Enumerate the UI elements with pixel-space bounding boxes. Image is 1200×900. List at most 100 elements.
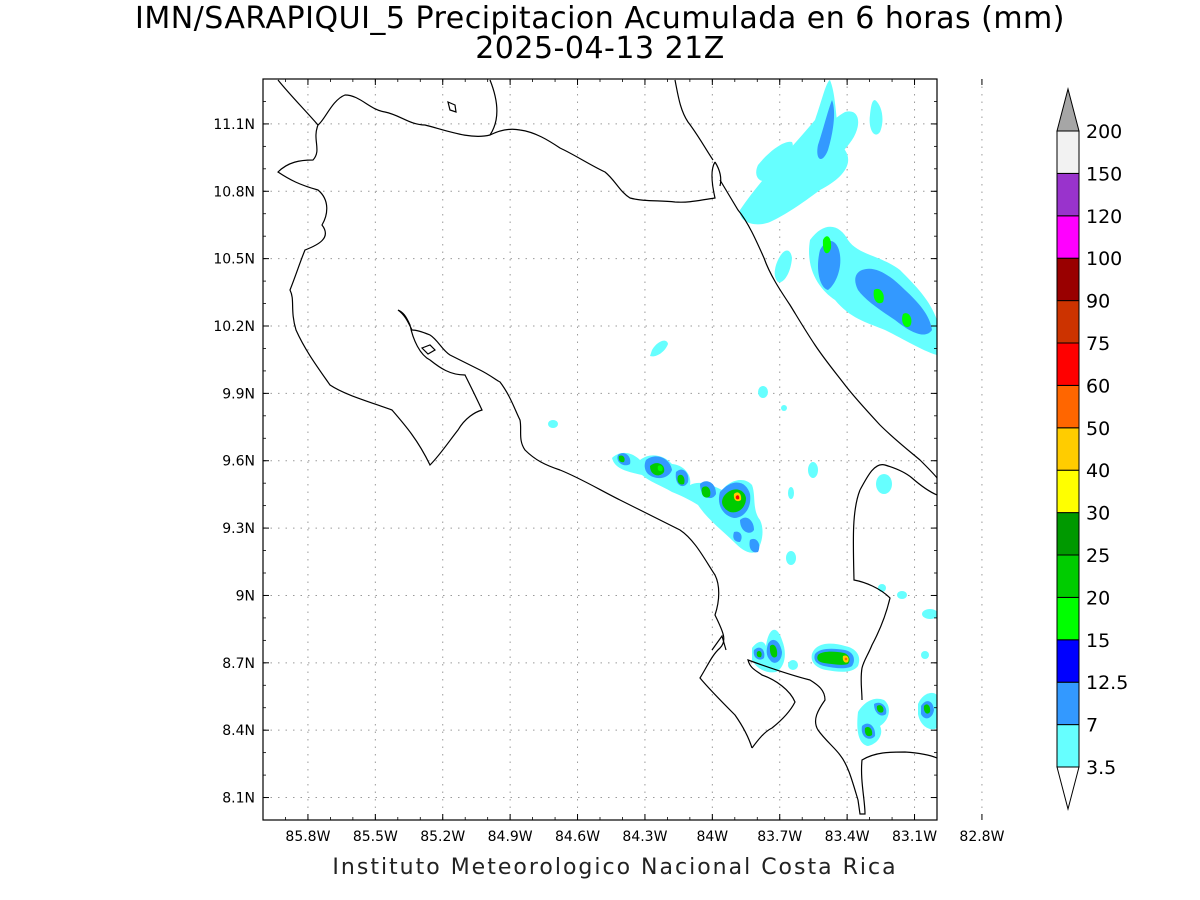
coastline — [277, 79, 937, 815]
colorbar-label: 50 — [1086, 418, 1110, 440]
colorbar-label: 100 — [1086, 248, 1122, 270]
map-title: IMN/SARAPIQUI_5 Precipitacion Acumulada … — [135, 1, 1065, 36]
lat-tick-label: 11.1N — [213, 117, 255, 133]
precip-cell — [548, 420, 558, 428]
precip-area — [817, 651, 850, 665]
precip-area — [822, 236, 832, 254]
colorbar-swatch — [1056, 130, 1080, 174]
lon-tick-label: 85.5W — [353, 829, 398, 845]
lon-tick-label: 82.8W — [959, 829, 1004, 845]
colorbar-max-arrow — [1056, 87, 1080, 132]
colorbar-swatch — [1056, 257, 1080, 302]
lat-tick-label: 10.2N — [213, 319, 255, 335]
precip-area — [735, 495, 740, 500]
precip-area — [864, 726, 873, 737]
colorbar-swatch — [1056, 427, 1080, 471]
precip-cell — [786, 551, 796, 565]
colorbar-label: 15 — [1086, 630, 1110, 652]
lat-tick-label: 8.1N — [222, 791, 255, 807]
colorbar-label: 30 — [1086, 503, 1110, 525]
colorbar-label: 75 — [1086, 333, 1110, 355]
precip-cell — [921, 651, 929, 659]
axis-ticks: 85.8W 85.5W 85.2W 84.9W 84.6W 84.3W 84W 83.7W 83… — [213, 78, 1005, 845]
lon-tick-label: 85.8W — [285, 829, 330, 845]
colorbar-label: 7 — [1086, 715, 1098, 737]
precip-area — [733, 531, 742, 542]
colorbar-label: 200 — [1086, 121, 1122, 143]
lon-tick-label: 83.1W — [892, 829, 937, 845]
precip-area — [756, 141, 793, 182]
precip-cell — [788, 487, 794, 499]
lat-tick-label: 10.8N — [213, 184, 255, 200]
colorbar-swatch — [1056, 681, 1080, 726]
lon-tick-label: 84.6W — [555, 829, 600, 845]
map-frame — [262, 78, 938, 821]
precip-cell — [808, 462, 818, 478]
lon-tick-label: 83.7W — [757, 829, 802, 845]
precip-area — [774, 250, 792, 283]
colorbar-legend: 3.5 7 12.5 15 20 25 30 40 50 60 75 90 100 120 150 200 — [1056, 87, 1128, 811]
precip-area — [618, 455, 625, 463]
map-credit: Instituto Meteorologico Nacional Costa R… — [332, 855, 898, 880]
colorbar-swatch — [1056, 469, 1080, 514]
precip-area — [650, 340, 668, 357]
lat-tick-label: 9N — [236, 588, 255, 604]
precip-area — [869, 100, 883, 135]
precip-area — [701, 486, 711, 498]
precip-area — [855, 268, 932, 335]
colorbar-swatch — [1056, 342, 1080, 386]
colorbar-label: 40 — [1086, 460, 1110, 482]
precip-area — [677, 474, 685, 485]
precip-cell — [788, 660, 798, 670]
colorbar-swatch — [1056, 596, 1080, 641]
precip-cell — [897, 591, 907, 599]
precip-area — [657, 465, 663, 472]
colorbar-label: 12.5 — [1086, 672, 1128, 694]
lon-tick-label: 84.3W — [622, 829, 667, 845]
lat-tick-label: 8.7N — [222, 656, 255, 672]
colorbar-label: 3.5 — [1086, 757, 1116, 779]
precip-cell — [922, 609, 937, 619]
lon-tick-label: 84W — [696, 829, 728, 845]
precip-cell — [758, 386, 768, 398]
precip-area — [817, 240, 841, 290]
colorbar-label: 20 — [1086, 587, 1110, 609]
precip-cell — [781, 405, 787, 411]
colorbar-label: 60 — [1086, 375, 1110, 397]
precip-area — [769, 644, 778, 658]
precip-area — [756, 650, 762, 658]
precip-area — [739, 80, 849, 225]
colorbar-label: 25 — [1086, 545, 1110, 567]
lon-tick-label: 83.4W — [825, 829, 870, 845]
precip-area — [749, 538, 760, 553]
map-datetime: 2025-04-13 21Z — [475, 31, 725, 66]
precip-cell — [876, 474, 892, 494]
lat-tick-label: 10.5N — [213, 252, 255, 268]
lon-tick-label: 85.2W — [420, 829, 465, 845]
colorbar-swatch — [1056, 512, 1080, 556]
lat-tick-label: 9.9N — [222, 386, 255, 402]
colorbar-min-arrow — [1056, 766, 1080, 811]
colorbar-swatch — [1056, 554, 1080, 598]
colorbar-swatch — [1056, 384, 1080, 429]
lat-tick-label: 8.4N — [222, 723, 255, 739]
precip-area — [902, 313, 912, 328]
precip-area — [873, 288, 884, 304]
lat-tick-label: 9.3N — [222, 521, 255, 537]
precip-area — [817, 100, 835, 160]
colorbar-swatch — [1056, 172, 1080, 217]
colorbar-swatch — [1056, 639, 1080, 683]
colorbar-label: 90 — [1086, 291, 1110, 313]
lon-tick-label: 84.9W — [488, 829, 533, 845]
precip-area — [612, 452, 763, 553]
precip-area — [923, 704, 931, 714]
precip-area — [740, 517, 754, 533]
precip-area — [844, 657, 848, 661]
colorbar-label: 120 — [1086, 206, 1122, 228]
colorbar-swatch — [1056, 724, 1080, 768]
precip-area — [876, 705, 884, 713]
lat-tick-label: 9.6N — [222, 454, 255, 470]
precipitation-field — [548, 80, 937, 746]
